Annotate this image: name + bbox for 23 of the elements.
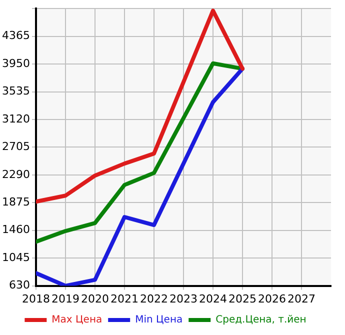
legend-label: Сред.Цена, т.йен — [216, 314, 306, 326]
x-tick-label: 2018 — [22, 292, 50, 306]
y-tick-label: 4365 — [2, 29, 30, 42]
x-tick-label: 2022 — [140, 292, 168, 306]
legend-label: Max Цена — [52, 314, 102, 326]
y-tick-label: 2705 — [2, 140, 30, 154]
y-tick-label: 1460 — [2, 223, 30, 236]
x-tick-label: 2026 — [258, 292, 286, 306]
y-tick-label: 2290 — [2, 168, 30, 181]
y-tick-label: 1045 — [2, 250, 30, 264]
x-tick-label: 2020 — [80, 292, 109, 306]
y-tick-label: 3950 — [2, 56, 30, 70]
x-tick-label: 2024 — [199, 292, 227, 306]
y-tick-label: 3120 — [2, 112, 30, 126]
x-tick-label: 2021 — [110, 292, 138, 306]
y-tick-label: 3535 — [2, 84, 30, 98]
x-tick-label: 2025 — [228, 292, 256, 306]
x-tick-label: 2019 — [51, 292, 80, 306]
x-tick-label: 2027 — [288, 292, 316, 306]
y-tick-label: 630 — [8, 278, 30, 292]
y-tick-label: 1875 — [2, 196, 30, 208]
x-tick-label: 2023 — [169, 292, 198, 306]
legend-label: Min Цена — [135, 314, 183, 326]
